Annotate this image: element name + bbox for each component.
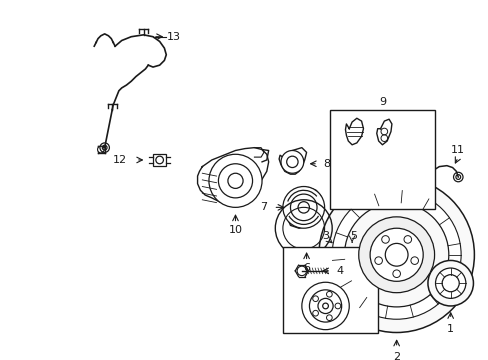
- Bar: [283, 247, 377, 333]
- Text: 10: 10: [228, 225, 242, 235]
- Text: 12: 12: [112, 155, 126, 165]
- Text: 11: 11: [450, 145, 464, 156]
- Circle shape: [369, 228, 422, 281]
- Text: 2: 2: [392, 352, 399, 360]
- Text: 7: 7: [259, 202, 266, 212]
- Text: 1: 1: [447, 324, 453, 334]
- Text: 9: 9: [378, 97, 385, 107]
- Text: 5: 5: [350, 231, 357, 241]
- Text: 3: 3: [322, 231, 328, 241]
- Text: 4: 4: [335, 266, 343, 276]
- Circle shape: [318, 177, 473, 333]
- Circle shape: [421, 177, 432, 188]
- Text: 8: 8: [323, 159, 330, 169]
- Bar: [153, 154, 166, 166]
- Text: 13: 13: [166, 32, 181, 42]
- Bar: [329, 110, 434, 209]
- Circle shape: [427, 260, 472, 306]
- Circle shape: [208, 154, 262, 207]
- Circle shape: [301, 282, 348, 330]
- Circle shape: [97, 146, 104, 153]
- Circle shape: [435, 268, 465, 298]
- Circle shape: [331, 190, 460, 319]
- Circle shape: [344, 203, 448, 307]
- Circle shape: [358, 217, 434, 293]
- Text: 6: 6: [303, 263, 309, 273]
- Circle shape: [283, 186, 324, 228]
- Circle shape: [281, 150, 303, 173]
